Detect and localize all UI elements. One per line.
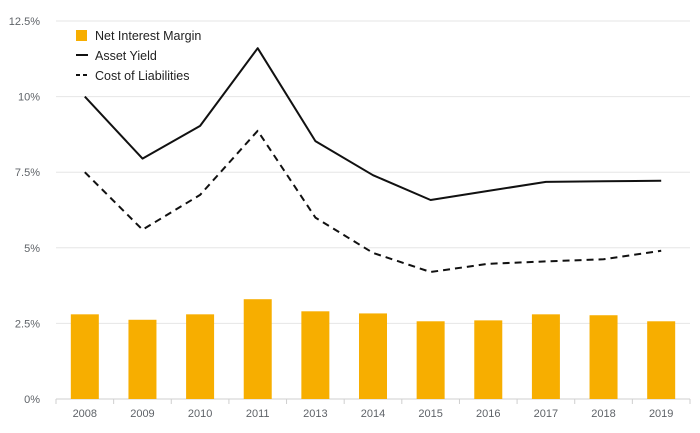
bar-net-interest-margin	[647, 321, 676, 399]
bar-net-interest-margin	[474, 320, 503, 399]
bar-net-interest-margin	[589, 315, 618, 399]
bar-net-interest-margin	[359, 313, 387, 399]
bar-net-interest-margin	[128, 319, 157, 399]
y-tick-label: 12.5%	[9, 16, 40, 28]
legend: Net Interest Margin Asset Yield Cost of …	[76, 29, 201, 83]
legend-label-net-interest-margin: Net Interest Margin	[95, 29, 201, 43]
y-axis: 0% 2.5% 5% 7.5% 10% 12.5%	[9, 16, 40, 406]
y-tick-label: 2.5%	[15, 318, 40, 330]
x-tick-label: 2016	[476, 408, 500, 420]
gridlines	[56, 20, 690, 400]
bar-net-interest-margin	[186, 314, 215, 399]
bars	[70, 299, 676, 399]
bar-net-interest-margin	[416, 321, 445, 399]
x-tick-label: 2018	[591, 408, 615, 420]
x-tick-label: 2013	[303, 408, 327, 420]
line-asset-yield	[84, 47, 662, 201]
bar-net-interest-margin	[301, 311, 330, 399]
x-tick-label: 2014	[361, 408, 385, 420]
bar-net-interest-margin	[531, 314, 560, 399]
legend-label-asset-yield: Asset Yield	[95, 49, 157, 63]
x-tick-label: 2011	[246, 408, 270, 420]
x-tick-label: 2010	[188, 408, 212, 420]
line-cost-of-liabilities	[84, 129, 662, 273]
bar-net-interest-margin	[70, 314, 99, 399]
bar-net-interest-margin	[243, 299, 272, 399]
y-tick-label: 7.5%	[15, 167, 40, 179]
series-lines	[84, 47, 662, 273]
y-tick-label: 10%	[18, 92, 40, 104]
x-tick-label: 2019	[649, 408, 673, 420]
x-tick-label: 2008	[73, 408, 97, 420]
y-tick-label: 0%	[24, 394, 40, 406]
legend-swatch-net-interest-margin	[76, 30, 87, 41]
x-axis: 2008 2009 2010 2011 2013 2014 2015 2016 2017 2018…	[55, 399, 691, 420]
x-tick-label: 2009	[130, 408, 154, 420]
x-tick-label: 2017	[534, 408, 558, 420]
x-tick-label: 2015	[418, 408, 442, 420]
legend-label-cost-of-liabilities: Cost of Liabilities	[95, 69, 190, 83]
y-tick-label: 5%	[24, 243, 40, 255]
